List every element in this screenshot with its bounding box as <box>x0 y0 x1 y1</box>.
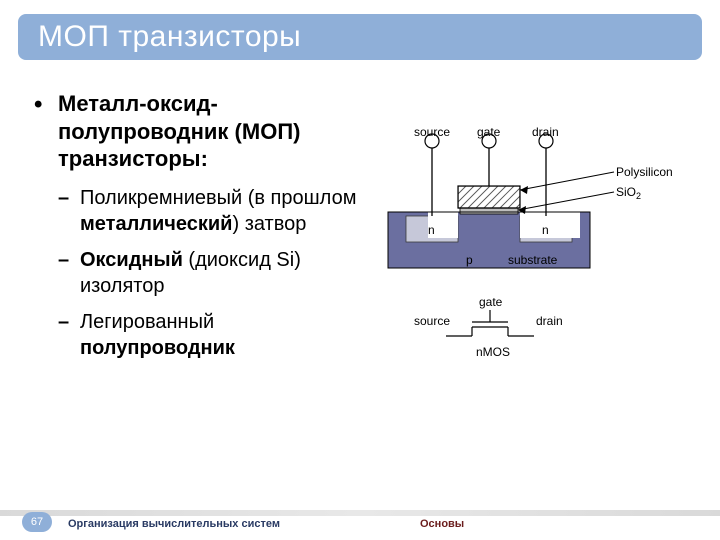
bullet-l2c-strong: полупроводник <box>80 337 235 359</box>
svg-text:gate: gate <box>477 126 501 139</box>
footer-right-text: Основы <box>420 518 464 530</box>
svg-text:source: source <box>414 126 450 139</box>
bullet-l2a-post: ) затвор <box>232 213 306 235</box>
svg-text:p: p <box>466 253 473 267</box>
svg-text:n: n <box>542 223 549 237</box>
svg-text:substrate: substrate <box>508 253 558 267</box>
svg-text:drain: drain <box>536 314 563 328</box>
svg-text:nMOS: nMOS <box>476 345 510 359</box>
slide-title-bar: МОП транзисторы <box>18 14 702 60</box>
bullet-level2-a: Поликремниевый (в прошлом металлический)… <box>34 185 364 237</box>
bullet-l2a-strong: металлический <box>80 213 232 235</box>
bullet-l2a-pre: Поликремниевый (в прошлом <box>80 187 356 209</box>
svg-text:gate: gate <box>479 295 503 309</box>
svg-text:Polysilicon: Polysilicon <box>616 165 673 179</box>
bullet-level1: Металл-оксид-полупроводник (МОП) транзис… <box>34 90 364 173</box>
bullet-l1-text: Металл-оксид-полупроводник (МОП) транзис… <box>58 91 300 171</box>
svg-text:SiO2: SiO2 <box>616 185 641 201</box>
svg-text:drain: drain <box>532 126 559 139</box>
slide-footer: 67 Организация вычислительных систем Осн… <box>0 510 720 540</box>
page-number: 67 <box>22 512 52 532</box>
bullet-level2-b: Оксидный (диоксид Si) изолятор <box>34 247 364 299</box>
bullet-level2-c: Легированный полупроводник <box>34 309 364 361</box>
svg-text:source: source <box>414 314 450 328</box>
mosfet-diagram: source gate drain Polysilicon SiO2 n n p substra… <box>370 126 700 446</box>
slide-title: МОП транзисторы <box>38 20 301 54</box>
svg-text:n: n <box>428 223 435 237</box>
bullet-list: Металл-оксид-полупроводник (МОП) транзис… <box>34 90 364 371</box>
bullet-l2b-strong: Оксидный <box>80 249 183 271</box>
bullet-l2c-pre: Легированный <box>80 311 214 333</box>
footer-left-text: Организация вычислительных систем <box>68 518 280 530</box>
slide-body: Металл-оксид-полупроводник (МОП) транзис… <box>34 90 694 490</box>
footer-divider <box>0 510 720 516</box>
